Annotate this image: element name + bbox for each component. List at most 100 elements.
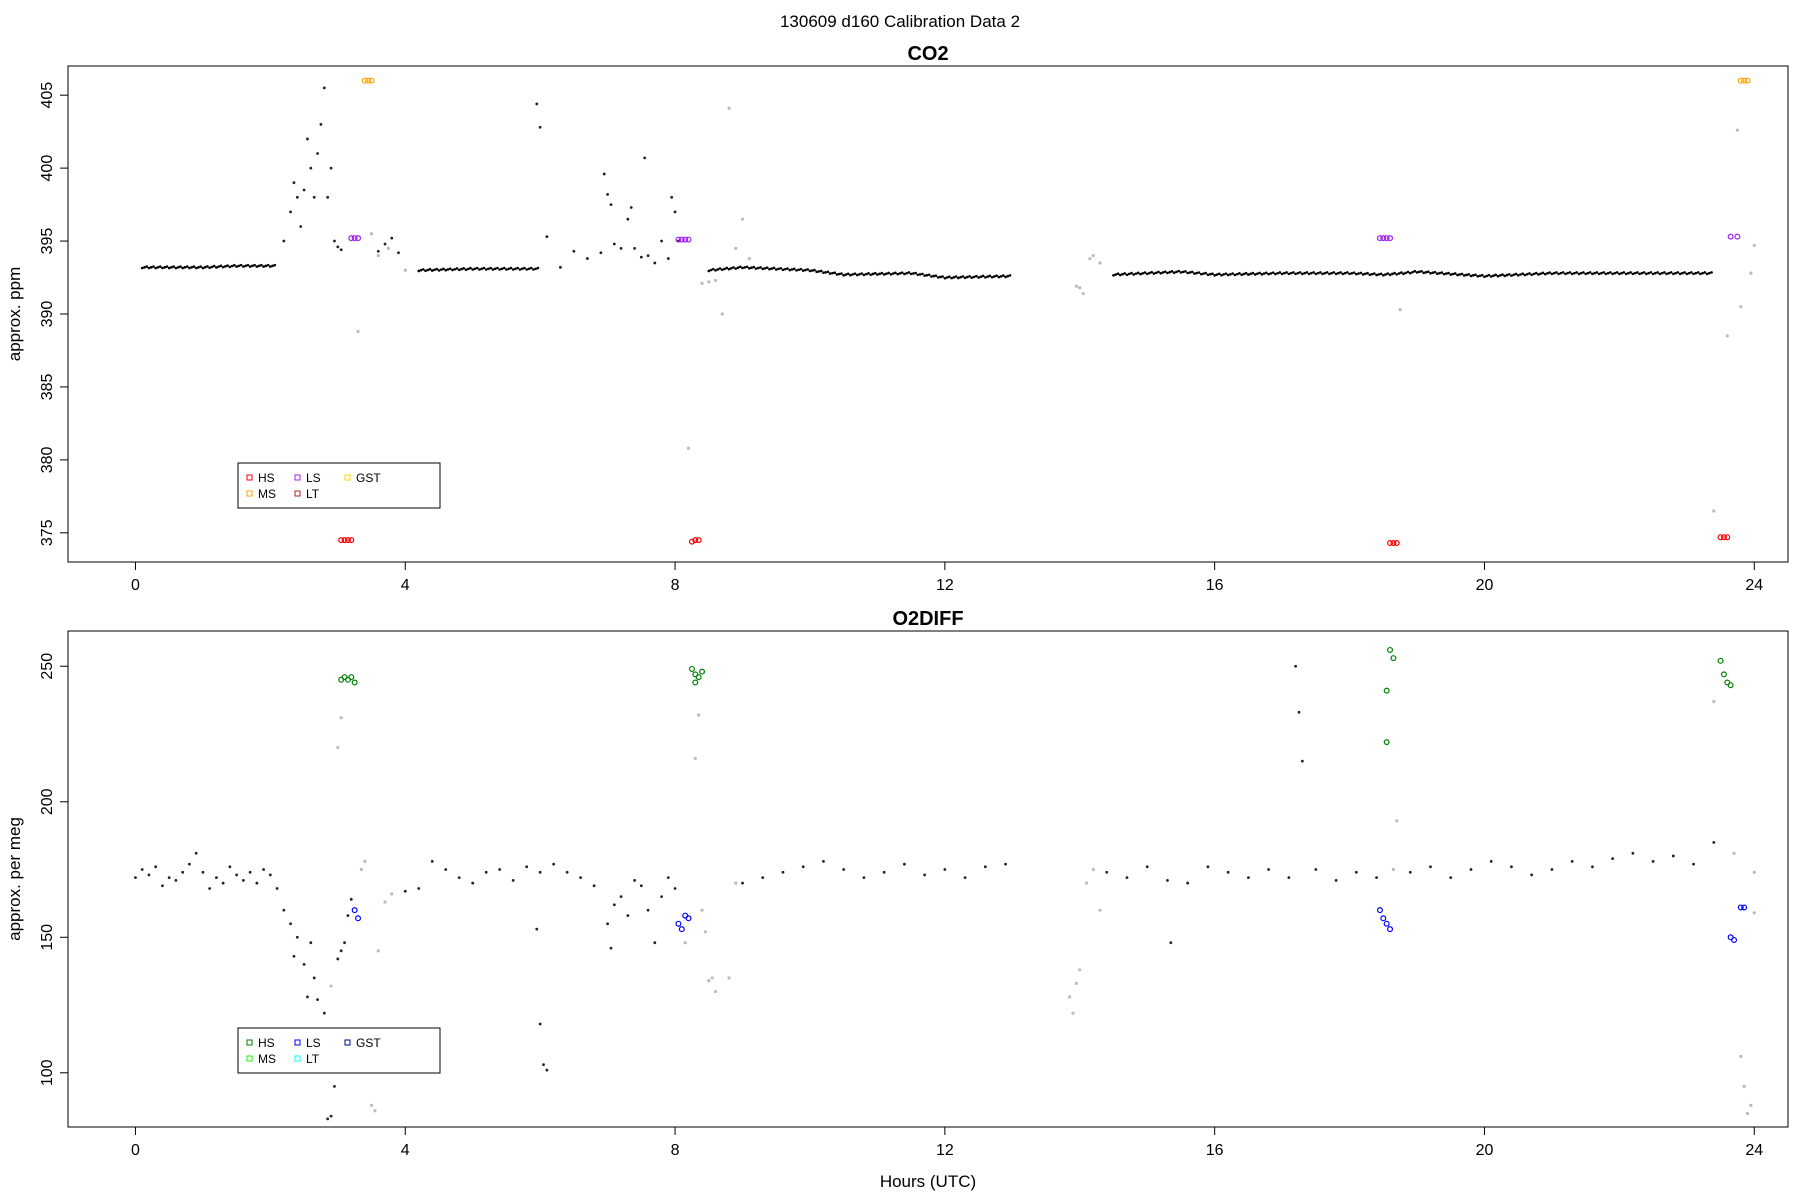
baseline-point	[772, 266, 776, 270]
baseline-point	[194, 266, 198, 270]
baseline-point	[1645, 272, 1648, 276]
baseline-point	[1424, 270, 1428, 274]
baseline-point	[932, 274, 935, 278]
baseline-point	[419, 268, 423, 272]
baseline-point	[1494, 273, 1498, 277]
data-point	[349, 897, 353, 901]
data-point	[302, 962, 306, 966]
data-point	[268, 873, 272, 877]
baseline-point	[801, 269, 805, 272]
baseline-point	[201, 266, 205, 270]
data-point	[316, 998, 319, 1002]
baseline-point	[516, 266, 519, 270]
plot-frame	[67, 630, 1789, 1128]
data-point	[333, 239, 336, 243]
baseline-point	[995, 274, 998, 277]
baseline-point	[1316, 271, 1320, 275]
baseline-point	[462, 266, 466, 270]
baseline-point	[1618, 272, 1621, 276]
baseline-point	[1175, 270, 1178, 274]
baseline-point	[1696, 271, 1700, 274]
x-tick-label: 24	[1745, 577, 1763, 594]
baseline-point	[752, 265, 756, 269]
baseline-point	[1399, 271, 1403, 274]
baseline-point	[1346, 271, 1349, 274]
series-point-hs	[1383, 687, 1390, 694]
baseline-point	[930, 275, 933, 278]
baseline-point	[849, 273, 852, 277]
baseline-point	[480, 267, 483, 271]
series-point-hs	[1387, 646, 1394, 653]
x-tick-label: 0	[131, 577, 140, 594]
data-point	[417, 887, 421, 890]
legend-box	[237, 462, 441, 509]
baseline-point	[1260, 273, 1264, 276]
baseline-point	[255, 265, 259, 268]
data-point-gray	[1735, 128, 1740, 132]
baseline-point	[1361, 273, 1365, 276]
baseline-point	[1355, 272, 1358, 276]
data-point-gray	[1078, 286, 1082, 290]
baseline-point	[1449, 273, 1453, 276]
baseline-point	[1669, 271, 1673, 274]
data-point	[289, 210, 292, 214]
series-point-ms	[1744, 77, 1751, 84]
data-point	[1145, 865, 1149, 869]
baseline-point	[237, 264, 241, 268]
data-point-gray	[373, 1109, 377, 1113]
baseline-point	[165, 265, 169, 268]
legend-label: LS	[306, 471, 321, 485]
baseline-point	[761, 267, 765, 271]
legend-box	[237, 1027, 441, 1074]
baseline-point	[1663, 271, 1666, 274]
legend-marker	[246, 474, 253, 481]
series-point-ls	[675, 236, 682, 243]
baseline-point	[898, 272, 902, 275]
baseline-point	[1127, 272, 1131, 276]
baseline-point	[759, 266, 762, 269]
baseline-point	[999, 275, 1003, 278]
baseline-point	[453, 267, 457, 271]
baseline-point	[1330, 271, 1333, 275]
series-point-ls	[1383, 920, 1390, 927]
data-point	[963, 876, 967, 880]
baseline-point	[1703, 271, 1707, 274]
data-point	[923, 873, 927, 877]
baseline-point	[808, 269, 812, 273]
data-point-gray	[707, 979, 711, 983]
baseline-point	[1546, 272, 1549, 275]
baseline-point	[448, 267, 452, 270]
series-point-hs	[688, 665, 695, 672]
baseline-point	[1253, 273, 1257, 276]
data-point	[525, 865, 529, 869]
baseline-point	[1285, 271, 1288, 274]
x-tick-label: 8	[671, 1142, 680, 1159]
baseline-point	[1339, 271, 1342, 274]
series-point-ms	[365, 77, 372, 84]
data-point	[633, 246, 636, 250]
baseline-point	[475, 266, 479, 270]
baseline-point	[1006, 274, 1010, 278]
data-point-gray	[1078, 968, 1082, 972]
baseline-point	[1141, 272, 1145, 275]
baseline-point	[1577, 272, 1581, 276]
baseline-point	[756, 266, 760, 270]
baseline-point	[1186, 271, 1189, 275]
baseline-point	[725, 266, 729, 270]
data-point	[902, 862, 906, 866]
baseline-point	[1512, 273, 1515, 277]
data-point-gray	[376, 949, 380, 953]
baseline-point	[156, 266, 160, 269]
data-point-gray	[727, 976, 731, 980]
data-point	[1570, 859, 1574, 863]
baseline-point	[1310, 271, 1313, 275]
baseline-point	[1323, 271, 1327, 275]
y-tick-label: 100	[39, 1059, 56, 1086]
baseline-point	[520, 267, 524, 271]
data-point-gray	[1725, 334, 1729, 338]
data-point	[1590, 865, 1594, 869]
baseline-point	[844, 273, 848, 276]
x-tick-label: 12	[936, 1142, 954, 1159]
y-tick-label: 380	[39, 446, 56, 473]
